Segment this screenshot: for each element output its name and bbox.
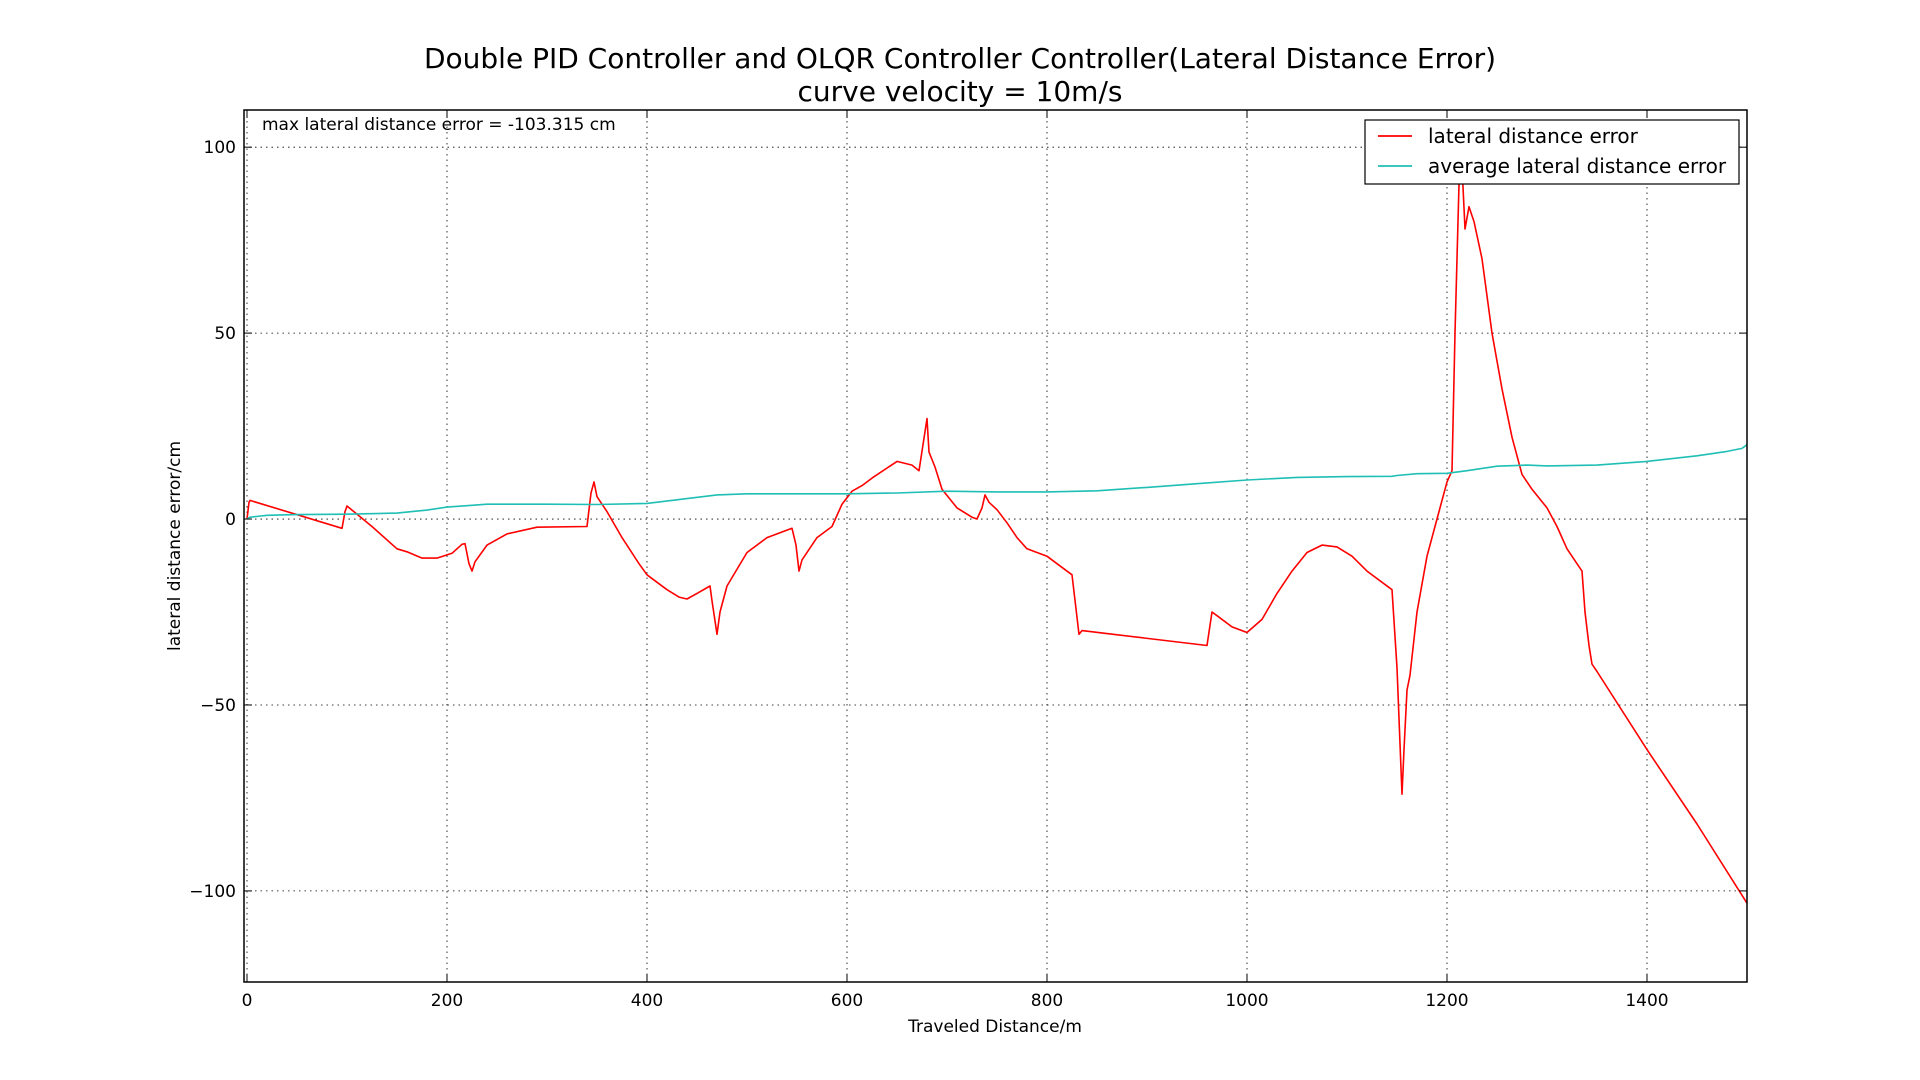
axis-ticks: 0 200 400 600 800 1000 1200 1400 100 50 0 −50 −100 xyxy=(189,110,1747,1011)
x-tick-label: 1000 xyxy=(1225,991,1268,1011)
x-tick-label: 1200 xyxy=(1425,991,1468,1011)
x-tick-label: 0 xyxy=(242,991,253,1011)
y-tick-label: 0 xyxy=(225,510,236,530)
x-tick-label: 1400 xyxy=(1625,991,1668,1011)
y-tick-label: 50 xyxy=(214,324,236,344)
y-axis-label: lateral distance error/cm xyxy=(165,441,185,651)
chart-title: Double PID Controller and OLQR Controlle… xyxy=(423,42,1497,75)
legend-label: average lateral distance error xyxy=(1428,154,1727,178)
x-tick-label: 200 xyxy=(431,991,463,1011)
plot-frame xyxy=(243,109,1748,983)
y-tick-label: −50 xyxy=(200,696,236,716)
x-tick-label: 600 xyxy=(831,991,863,1011)
legend: lateral distance error average lateral di… xyxy=(1364,119,1740,185)
legend-label: lateral distance error xyxy=(1428,124,1639,148)
chart-subtitle: curve velocity = 10m/s xyxy=(797,75,1123,108)
x-tick-label: 800 xyxy=(1031,991,1063,1011)
grid-lines xyxy=(244,110,1747,982)
x-axis-label: Traveled Distance/m xyxy=(907,1017,1082,1037)
series-line-average-error xyxy=(246,444,1748,520)
series-line-lateral-error xyxy=(246,165,1748,904)
y-tick-label: −100 xyxy=(189,882,236,902)
x-tick-label: 400 xyxy=(631,991,663,1011)
legend-box xyxy=(1364,119,1740,185)
series-lines xyxy=(246,165,1748,904)
max-error-annotation: max lateral distance error = -103.315 cm xyxy=(262,115,616,135)
y-tick-label: 100 xyxy=(204,138,236,158)
